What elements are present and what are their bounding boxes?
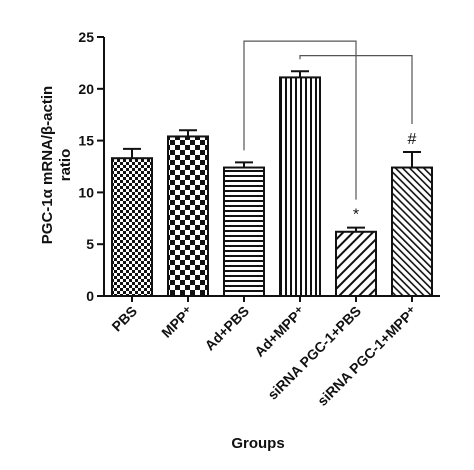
category-label-4: siRNA PGC-1+PBS [264,303,364,403]
category-label-3: Ad+MPP⁺ [251,303,308,360]
significance-mark-4: * [353,207,359,224]
comparison-bracket-1 [299,55,413,124]
y-axis-title-line1: PGC-1α mRNA/β-actin [39,86,56,244]
y-tick-label: 0 [86,288,94,304]
bars: *# [111,70,433,302]
y-tick-label: 25 [78,29,94,45]
y-tick-label: 10 [78,184,94,200]
y-tick-label: 15 [78,133,94,149]
bar-3 [279,76,321,297]
bar-1 [167,135,209,297]
category-label-1: MPP⁺ [158,303,196,341]
category-label-2: Ad+PBS [201,303,252,354]
y-axis: 0 5 10 15 20 25 [78,29,440,304]
y-axis-title-line2: ratio [57,149,74,182]
y-tick-label: 5 [86,236,94,252]
category-label-0: PBS [108,303,140,335]
significance-mark-5: # [408,131,417,148]
bar-0 [111,157,153,297]
bar-2 [223,166,265,297]
comparison-brackets [243,40,413,200]
bar-5 [391,166,433,297]
y-tick-label: 20 [78,81,94,97]
comparison-bracket-0 [243,40,357,200]
x-axis-title: Groups [231,435,284,452]
bar-4 [335,230,377,298]
category-label-5: siRNA PGC-1+MPP⁺ [314,303,420,409]
category-labels: PBS MPP⁺ Ad+PBS Ad+MPP⁺siRNA PGC-1+PBSsiRNA… [108,303,420,409]
